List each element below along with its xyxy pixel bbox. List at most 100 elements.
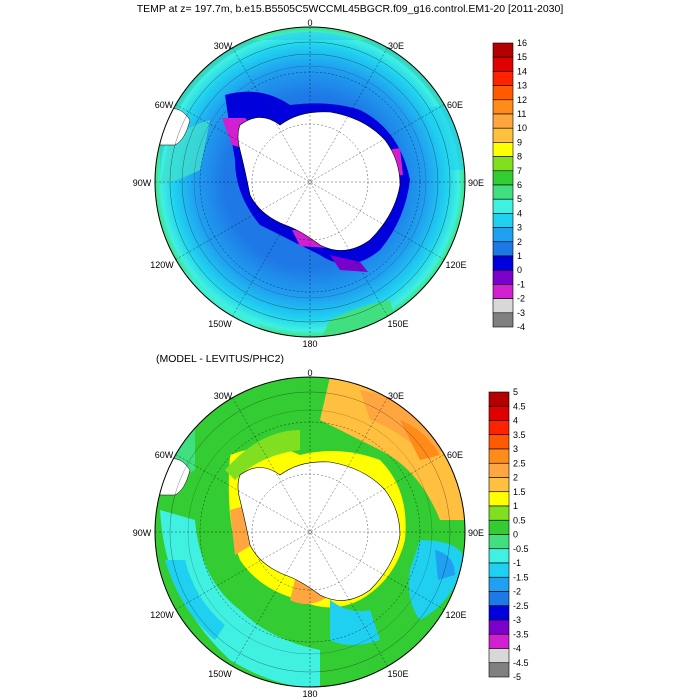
colorbar-tick-label: 1 xyxy=(517,251,522,261)
colorbar-tick-label: 16 xyxy=(517,38,527,48)
colorbar-swatch xyxy=(492,71,514,86)
lon-label-180: 180 xyxy=(302,689,317,699)
lon-label-120e: 120E xyxy=(445,610,466,620)
lon-label-60w: 60W xyxy=(155,450,174,460)
colorbar-tick-label: 9 xyxy=(517,137,522,147)
lon-label-90w: 90W xyxy=(133,528,152,538)
colorbar-swatch xyxy=(492,142,514,157)
colorbar-tick-label: -4 xyxy=(517,322,525,332)
lon-label-150e: 150E xyxy=(387,319,408,329)
colorbar-swatch xyxy=(492,241,514,257)
colorbar-tick-label: 8 xyxy=(517,152,522,162)
colorbar-swatch xyxy=(492,170,514,186)
lon-label-90w: 90W xyxy=(133,178,152,188)
colorbar-swatch xyxy=(488,462,510,478)
colorbar-swatch xyxy=(488,420,510,436)
lon-label-120w: 120W xyxy=(150,610,174,620)
colorbar-tick-label: 12 xyxy=(517,95,527,105)
colorbar-tick-label: -2 xyxy=(513,587,521,597)
colorbar-swatch xyxy=(488,391,510,407)
colorbar-tick-label: 2 xyxy=(517,237,522,247)
colorbar-tick-label: -2.5 xyxy=(513,601,529,611)
lon-label-30w: 30W xyxy=(214,391,233,401)
difference-colorbar: 5 4.5 4 3.5 3 2.5 2 1.5 1 0.5 0 -0.5 -1 -1.5 -2 -2.5 -3 -… xyxy=(488,387,529,682)
colorbar-swatch xyxy=(492,213,514,228)
colorbar-tick-label: 3.5 xyxy=(513,430,526,440)
colorbar-swatch xyxy=(488,619,510,635)
colorbar-tick-label: 7 xyxy=(517,166,522,176)
colorbar-swatch xyxy=(488,448,510,464)
lon-label-60e: 60E xyxy=(447,450,463,460)
colorbar-tick-label: 5 xyxy=(513,387,518,397)
model-temperature-map: 0 30E 60E 90E 120E 150E 180 150W 120W 90… xyxy=(133,18,484,349)
colorbar-swatch xyxy=(492,269,514,285)
colorbar-swatch xyxy=(492,312,514,328)
colorbar-swatch xyxy=(488,477,510,493)
colorbar-tick-label: -3 xyxy=(517,308,525,318)
colorbar-tick-label: 2.5 xyxy=(513,458,526,468)
map-border xyxy=(154,26,466,338)
colorbar-tick-label: 3 xyxy=(517,223,522,233)
difference-temperature-map: 0 30E 60E 90E 120E 150E 180 150W 120W 90… xyxy=(133,368,484,699)
colorbar-swatch xyxy=(488,576,510,592)
map-border xyxy=(154,376,466,688)
colorbar-swatch xyxy=(492,298,514,314)
colorbar-swatch xyxy=(492,42,514,58)
figure-title: TEMP at z= 197.7m, b.e15.B5505C5WCCML45B… xyxy=(137,3,564,15)
colorbar-tick-label: -1 xyxy=(517,279,525,289)
lon-label-120w: 120W xyxy=(150,260,174,270)
lon-label-150w: 150W xyxy=(208,319,232,329)
colorbar-tick-label: -3 xyxy=(513,615,521,625)
colorbar-swatch xyxy=(492,227,514,243)
colorbar-swatch xyxy=(488,605,510,621)
lon-label-90e: 90E xyxy=(468,178,484,188)
colorbar-swatch xyxy=(492,127,514,143)
colorbar-swatch xyxy=(488,591,510,607)
graticule xyxy=(155,27,465,337)
colorbar-tick-label: 0.5 xyxy=(513,515,526,525)
colorbar-swatch xyxy=(488,562,510,578)
colorbar-tick-label: 13 xyxy=(517,81,527,91)
colorbar-tick-label: -4 xyxy=(513,644,521,654)
colorbar-swatch xyxy=(488,633,510,649)
colorbar-swatch xyxy=(492,284,514,299)
colorbar-tick-label: 14 xyxy=(517,66,527,76)
colorbar-swatch xyxy=(488,662,510,678)
colorbar-tick-label: 6 xyxy=(517,180,522,190)
colorbar-tick-label: 4.5 xyxy=(513,401,526,411)
lon-label-180: 180 xyxy=(302,339,317,349)
colorbar-tick-label: 3 xyxy=(513,444,518,454)
colorbar-tick-label: 15 xyxy=(517,52,527,62)
lon-label-60w: 60W xyxy=(155,100,174,110)
colorbar-swatch xyxy=(488,648,510,664)
antarctica-landmass xyxy=(237,111,401,251)
colorbar-swatch xyxy=(492,99,514,115)
lon-label-90e: 90E xyxy=(468,528,484,538)
colorbar-tick-label: 1.5 xyxy=(513,487,526,497)
lon-label-150w: 150W xyxy=(208,669,232,679)
lon-label-30e: 30E xyxy=(388,41,404,51)
lon-label-30w: 30W xyxy=(214,41,233,51)
colorbar-swatch xyxy=(488,405,510,421)
colorbar-tick-label: 5 xyxy=(517,194,522,204)
lon-label-120e: 120E xyxy=(445,260,466,270)
antarctica-landmass xyxy=(237,461,401,601)
colorbar-tick-label: -4.5 xyxy=(513,658,529,668)
colorbar-tick-label: -1.5 xyxy=(513,572,529,582)
colorbar-swatch xyxy=(488,519,510,535)
colorbar-tick-label: -0.5 xyxy=(513,544,529,554)
colorbar-swatch xyxy=(492,198,514,214)
colorbar-tick-label: -1 xyxy=(513,558,521,568)
colorbar-swatch xyxy=(492,255,514,271)
colorbar-swatch xyxy=(492,85,514,101)
lon-label-150e: 150E xyxy=(387,669,408,679)
colorbar-swatch xyxy=(492,156,514,172)
colorbar-tick-label: 11 xyxy=(517,109,526,119)
colorbar-swatch xyxy=(492,56,514,72)
colorbar-tick-label: 4 xyxy=(517,208,522,218)
colorbar-swatch xyxy=(488,491,510,507)
colorbar-tick-label: -3.5 xyxy=(513,629,529,639)
